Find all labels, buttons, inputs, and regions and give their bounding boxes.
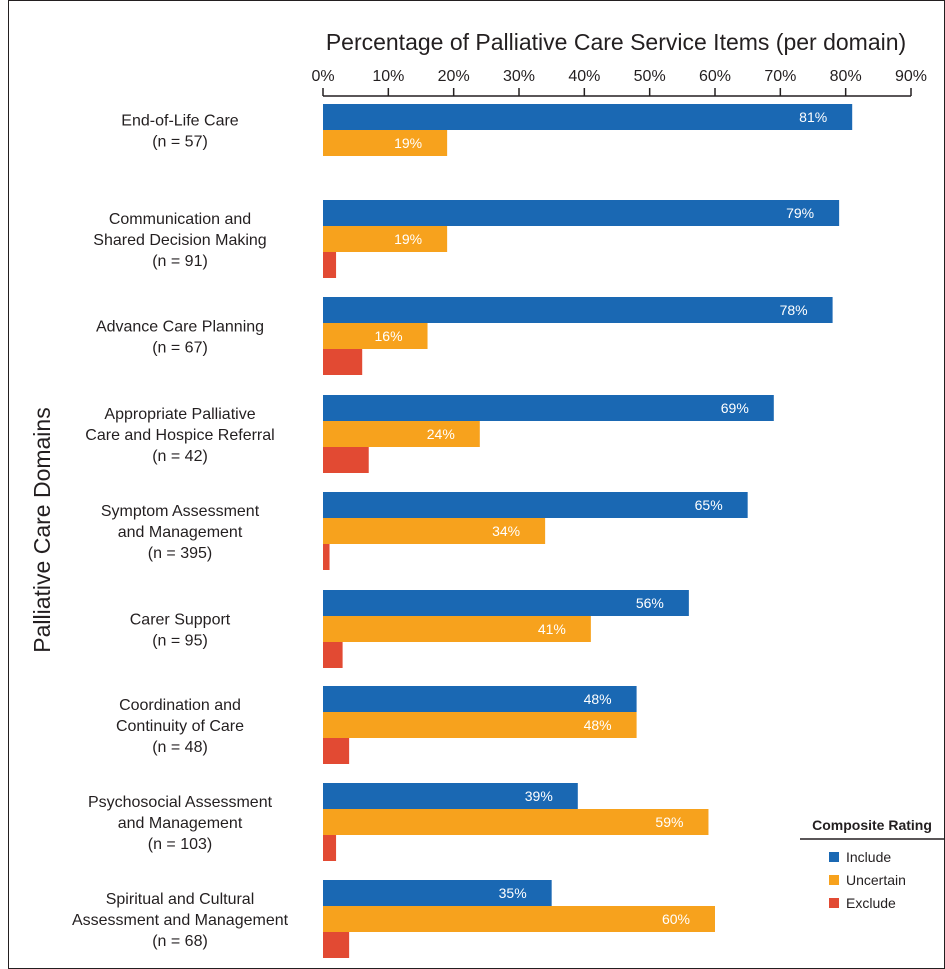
bar-uncertain — [323, 712, 637, 738]
legend-label-exclude: Exclude — [846, 895, 896, 911]
x-tick-label: 60% — [699, 68, 731, 85]
category-label: End-of-Life Care — [121, 113, 238, 130]
category-label: Appropriate Palliative — [104, 406, 255, 423]
category-label: Continuity of Care — [116, 718, 244, 735]
bar-exclude — [323, 738, 350, 764]
bar-uncertain — [323, 421, 480, 447]
category-count-label: (n = 57) — [152, 134, 208, 151]
bar-include — [323, 200, 840, 226]
legend-swatch-include — [829, 852, 839, 862]
bar-exclude — [323, 252, 337, 278]
bar-include — [323, 395, 774, 421]
data-label-uncertain: 19% — [394, 135, 422, 151]
data-label-include: 56% — [636, 595, 664, 611]
bar-exclude — [323, 349, 363, 375]
bar-include — [323, 590, 689, 616]
bar-include — [323, 686, 637, 712]
category-label: Psychosocial Assessment — [88, 794, 273, 811]
x-axis-ticks: 0% 10% 20% 30% 40% 50% 60% 70% 80% 90% — [311, 68, 927, 96]
x-tick-label: 0% — [311, 68, 334, 85]
category-count-label: (n = 91) — [152, 253, 208, 270]
category-label: Advance Care Planning — [96, 319, 264, 336]
category-label: Communication and — [109, 211, 251, 228]
category-count-label: (n = 67) — [152, 340, 208, 357]
bar-uncertain — [323, 906, 715, 932]
bar-include — [323, 492, 748, 518]
bar-include — [323, 880, 552, 906]
data-label-uncertain: 60% — [662, 911, 690, 927]
bar-exclude — [323, 544, 330, 570]
data-label-include: 48% — [584, 691, 612, 707]
chart-title: Percentage of Palliative Care Service It… — [326, 29, 906, 55]
data-label-include: 39% — [525, 788, 553, 804]
bar-uncertain — [323, 809, 709, 835]
data-label-include: 65% — [695, 497, 723, 513]
data-label-uncertain: 16% — [375, 328, 403, 344]
category-label: Symptom Assessment — [101, 503, 260, 520]
legend-label-uncertain: Uncertain — [846, 872, 906, 888]
legend-swatch-exclude — [829, 898, 839, 908]
data-label-include: 81% — [799, 109, 827, 125]
category-count-label: (n = 48) — [152, 739, 208, 756]
legend-label-include: Include — [846, 849, 891, 865]
bars: 81% 19% 79% 19% 78% 16% 69% 24% 65% 34% 56% 41% 48% 4… — [323, 104, 853, 958]
bar-exclude — [323, 642, 343, 668]
x-tick-label: 40% — [568, 68, 600, 85]
bar-uncertain — [323, 226, 448, 252]
y-axis-label: Palliative Care Domains — [29, 407, 55, 652]
bar-include — [323, 297, 833, 323]
data-label-include: 79% — [786, 205, 814, 221]
legend-title: Composite Rating — [812, 817, 932, 833]
bar-uncertain — [323, 616, 591, 642]
bar-exclude — [323, 447, 369, 473]
category-count-label: (n = 68) — [152, 933, 208, 950]
data-label-include: 78% — [780, 302, 808, 318]
x-tick-label: 10% — [372, 68, 404, 85]
category-count-label: (n = 95) — [152, 633, 208, 650]
data-label-uncertain: 34% — [492, 523, 520, 539]
category-label: Spiritual and Cultural — [106, 891, 255, 908]
category-count-label: (n = 103) — [148, 836, 212, 853]
x-tick-label: 80% — [830, 68, 862, 85]
legend-swatch-uncertain — [829, 875, 839, 885]
category-label: and Management — [118, 524, 243, 541]
category-label: Coordination and — [119, 697, 241, 714]
data-label-uncertain: 48% — [584, 717, 612, 733]
category-labels: End-of-Life Care (n = 57) Communication an… — [72, 113, 289, 951]
data-label-include: 35% — [499, 885, 527, 901]
category-label: Shared Decision Making — [93, 232, 266, 249]
data-label-uncertain: 59% — [655, 814, 683, 830]
data-label-uncertain: 41% — [538, 621, 566, 637]
x-tick-label: 20% — [438, 68, 470, 85]
bar-exclude — [323, 932, 350, 958]
x-tick-label: 50% — [634, 68, 666, 85]
category-label: Assessment and Management — [72, 912, 289, 929]
category-label: Carer Support — [130, 612, 231, 629]
bar-exclude — [323, 835, 337, 861]
category-count-label: (n = 42) — [152, 448, 208, 465]
bar-uncertain — [323, 518, 546, 544]
category-label: Care and Hospice Referral — [85, 427, 274, 444]
bar-include — [323, 104, 853, 130]
x-tick-label: 30% — [503, 68, 535, 85]
x-tick-label: 90% — [895, 68, 927, 85]
bar-include — [323, 783, 578, 809]
x-tick-label: 70% — [764, 68, 796, 85]
data-label-uncertain: 24% — [427, 426, 455, 442]
category-count-label: (n = 395) — [148, 545, 212, 562]
bar-uncertain — [323, 323, 428, 349]
legend: Composite Rating Include Uncertain Exclude — [800, 817, 944, 911]
data-label-include: 69% — [721, 400, 749, 416]
bar-uncertain — [323, 130, 448, 156]
data-label-uncertain: 19% — [394, 231, 422, 247]
category-label: and Management — [118, 815, 243, 832]
